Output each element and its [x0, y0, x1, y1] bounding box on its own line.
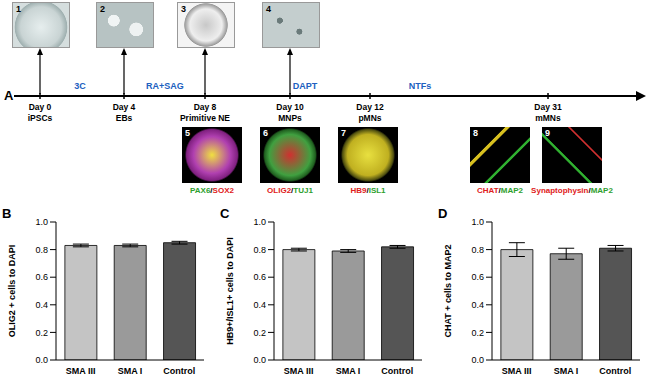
svg-text:MNPs: MNPs — [278, 113, 302, 123]
svg-text:Day 31: Day 31 — [534, 102, 562, 112]
svg-text:SMA III: SMA III — [66, 366, 96, 376]
svg-text:1.0: 1.0 — [35, 217, 48, 227]
html-text:C: C — [220, 206, 230, 221]
svg-text:Day 8: Day 8 — [194, 102, 217, 112]
svg-text:0.6: 0.6 — [253, 272, 266, 282]
svg-text:Day 0: Day 0 — [29, 102, 52, 112]
html-text:PAX6 / SOX2: PAX6 / SOX2 — [190, 186, 234, 195]
svg-text:0.2: 0.2 — [471, 328, 484, 338]
svg-text:iPSCs: iPSCs — [28, 113, 53, 123]
svg-text:0.4: 0.4 — [35, 300, 48, 310]
html-text:7: 7 — [341, 128, 346, 138]
svg-text:0.0: 0.0 — [35, 355, 48, 365]
html-text:HB9 / ISL1: HB9 / ISL1 — [350, 186, 386, 195]
svg-text:OLIG2 + cells to DAPI: OLIG2 + cells to DAPI — [7, 245, 17, 337]
svg-text:Control: Control — [381, 366, 413, 376]
svg-text:0.2: 0.2 — [35, 328, 48, 338]
svg-text:0.8: 0.8 — [253, 245, 266, 255]
svg-text:1.0: 1.0 — [471, 217, 484, 227]
html-text:9: 9 — [545, 128, 550, 138]
html-text:5: 5 — [185, 128, 190, 138]
svg-text:0.6: 0.6 — [471, 272, 484, 282]
svg-text:mMNs: mMNs — [535, 113, 561, 123]
html-text:2: 2 — [100, 4, 105, 14]
svg-text:DAPT: DAPT — [293, 81, 318, 91]
html-text:B: B — [2, 206, 12, 221]
svg-text:HB9+/ISL1+ cells to DAPI: HB9+/ISL1+ cells to DAPI — [225, 237, 235, 345]
svg-text:A: A — [4, 88, 14, 103]
svg-text:pMNs: pMNs — [358, 113, 381, 123]
svg-text:0.8: 0.8 — [35, 245, 48, 255]
svg-text:0.8: 0.8 — [471, 245, 484, 255]
svg-text:3C: 3C — [74, 81, 86, 91]
html-text:4: 4 — [266, 4, 271, 14]
svg-text:0.6: 0.6 — [35, 272, 48, 282]
svg-text:0.4: 0.4 — [471, 300, 484, 310]
svg-text:0.0: 0.0 — [253, 355, 266, 365]
svg-text:SMA III: SMA III — [284, 366, 314, 376]
html-text:3: 3 — [181, 4, 186, 14]
svg-text:RA+SAG: RA+SAG — [146, 81, 184, 91]
html-text:Synaptophysin / MAP2: Synaptophysin / MAP2 — [531, 186, 613, 195]
html-text:D: D — [438, 206, 448, 221]
svg-text:EBs: EBs — [116, 113, 133, 123]
svg-text:SMA I: SMA I — [118, 366, 143, 376]
svg-text:CHAT + cells to MAP2: CHAT + cells to MAP2 — [443, 244, 453, 337]
svg-text:0.4: 0.4 — [253, 300, 266, 310]
svg-text:SMA I: SMA I — [336, 366, 361, 376]
html-text:CHAT / MAP2: CHAT / MAP2 — [477, 186, 523, 195]
svg-text:Day 10: Day 10 — [276, 102, 304, 112]
svg-text:0.0: 0.0 — [471, 355, 484, 365]
html-text:6: 6 — [263, 128, 268, 138]
svg-text:0.2: 0.2 — [253, 328, 266, 338]
svg-text:SMA I: SMA I — [554, 366, 579, 376]
svg-text:Day 4: Day 4 — [113, 102, 136, 112]
html-text:1: 1 — [16, 4, 21, 14]
svg-text:Control: Control — [599, 366, 631, 376]
html-text:OLIG2 / TUJ1: OLIG2 / TUJ1 — [267, 186, 313, 195]
svg-text:1.0: 1.0 — [253, 217, 266, 227]
svg-text:Primitive NE: Primitive NE — [180, 113, 230, 123]
svg-text:NTFs: NTFs — [409, 81, 432, 91]
html-text:8: 8 — [473, 128, 478, 138]
svg-text:SMA III: SMA III — [502, 366, 532, 376]
svg-text:Day 12: Day 12 — [356, 102, 384, 112]
svg-text:Control: Control — [163, 366, 195, 376]
